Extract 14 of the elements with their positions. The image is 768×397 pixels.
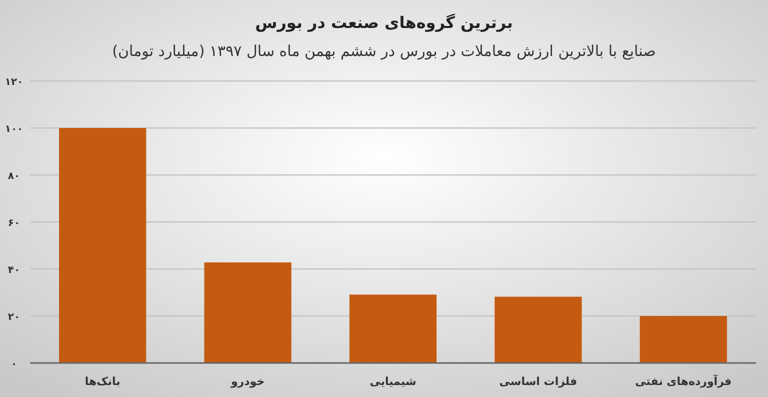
y-tick-label: ۰ xyxy=(10,359,18,370)
x-tick-label: فرآورده‌های نفتی xyxy=(635,374,732,388)
x-tick-label: فلزات اساسی xyxy=(499,375,578,388)
chart-subtitle: صنایع با بالاترین ارزش معاملات در بورس در ششم بهمن ماه سال ۱۳۹۷ (میلیارد تومان) xyxy=(112,42,656,60)
y-tick-label: ۲۰ xyxy=(8,312,20,323)
x-tick-label: خودرو xyxy=(230,375,265,388)
x-tick-label: شیمیایی xyxy=(370,375,416,388)
y-tick-label: ۱۲۰ xyxy=(4,77,24,88)
y-tick-label: ۶۰ xyxy=(8,218,20,229)
chart-title: برترین گروه‌های صنعت در بورس xyxy=(255,13,513,32)
x-tick-label: بانک‌ها xyxy=(84,375,120,388)
y-tick-label: ۸۰ xyxy=(8,171,20,182)
y-tick-label: ۴۰ xyxy=(8,265,20,276)
y-tick-label: ۱۰۰ xyxy=(4,124,24,135)
